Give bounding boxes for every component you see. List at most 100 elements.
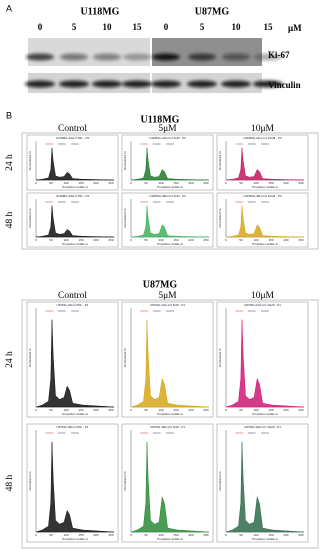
x-tick-label: 200	[283, 238, 288, 242]
x-axis-label: Propidium Iodide-A	[157, 412, 183, 416]
dose: 0	[38, 22, 43, 32]
band	[93, 53, 121, 61]
cell-line: U118MG	[81, 6, 120, 17]
x-tick-label: 200	[188, 408, 193, 412]
band	[187, 80, 217, 88]
plot-frame	[26, 134, 119, 191]
row-label: 24 h	[5, 154, 15, 171]
protein: Vinculin	[268, 80, 301, 90]
x-tick-label: 100	[63, 181, 68, 185]
histogram	[35, 319, 115, 408]
x-tick-label: 50	[49, 238, 53, 242]
x-tick-label: 0	[35, 181, 37, 185]
plot-title: U118MG-24H-CU 10uM - P2	[243, 136, 282, 140]
x-tick-label: 50	[49, 533, 53, 537]
x-tick-label: 200	[188, 238, 193, 242]
dose: 5	[72, 22, 77, 32]
band	[151, 80, 181, 88]
plot-frame	[121, 134, 214, 191]
histogram	[225, 319, 305, 408]
x-tick-label: 250	[108, 408, 113, 412]
histogram	[225, 147, 305, 181]
plot-frame	[26, 192, 119, 248]
x-tick-label: 150	[78, 533, 83, 537]
x-tick-label: 250	[108, 533, 113, 537]
histogram	[35, 205, 115, 238]
plot-title: U87MG-48H-CU 10uM - P1	[244, 425, 281, 429]
histogram	[225, 205, 305, 238]
band	[221, 80, 251, 88]
dose: 0	[164, 22, 169, 32]
x-tick-label: 50	[239, 181, 243, 185]
x-tick-label: 250	[108, 238, 113, 242]
x-tick-label: 0	[225, 533, 227, 537]
x-tick-label: 150	[78, 181, 83, 185]
x-tick-label: 200	[93, 408, 98, 412]
x-tick-label: 250	[203, 533, 208, 537]
x-tick-label: 250	[203, 408, 208, 412]
histogram	[130, 319, 210, 408]
x-axis-label: Propidium Iodide-A	[62, 412, 88, 416]
x-tick-label: 200	[283, 408, 288, 412]
dose: 10	[103, 22, 113, 32]
band	[152, 53, 180, 61]
y-axis-label: Normalized To	[123, 348, 127, 367]
dose: 15	[133, 22, 143, 32]
y-axis-label: Normalized To	[28, 208, 32, 227]
plot-frame	[216, 192, 309, 248]
histogram	[130, 205, 210, 238]
band	[222, 53, 250, 61]
y-axis-label: Normalized To	[28, 151, 32, 170]
band	[188, 53, 216, 61]
x-tick-label: 100	[158, 533, 163, 537]
band	[59, 80, 89, 88]
x-tick-label: 250	[203, 181, 208, 185]
dose: 15	[264, 22, 274, 32]
x-tick-label: 200	[188, 181, 193, 185]
x-tick-label: 100	[63, 238, 68, 242]
x-axis-label: Propidium Iodide-A	[252, 412, 278, 416]
histogram	[35, 147, 115, 181]
y-axis-label: Normalized To	[218, 348, 222, 367]
unit: μM	[288, 23, 302, 33]
x-tick-label: 100	[253, 533, 258, 537]
y-axis-label: Normalized To	[123, 151, 127, 170]
plot-frame	[26, 423, 119, 543]
x-tick-label: 150	[268, 238, 273, 242]
x-tick-label: 0	[35, 408, 37, 412]
plot-title: U87MG-24H-CU 5uM - P1	[150, 303, 186, 307]
blot-ki67	[152, 38, 262, 66]
band	[25, 80, 55, 88]
x-tick-label: 50	[49, 181, 53, 185]
x-tick-label: 150	[173, 533, 178, 537]
x-tick-label: 0	[35, 533, 37, 537]
x-tick-label: 250	[203, 238, 208, 242]
y-axis-label: Normalized To	[123, 471, 127, 490]
row-label: 48 h	[5, 211, 15, 228]
panel-label: B	[6, 110, 12, 120]
x-tick-label: 100	[253, 181, 258, 185]
blot-vinculin	[28, 73, 150, 93]
plot-frame	[121, 423, 214, 543]
y-axis-label: Normalized To	[218, 471, 222, 490]
band	[26, 53, 54, 61]
column-header: Control	[58, 291, 87, 301]
group-frame	[21, 132, 319, 250]
x-tick-label: 100	[158, 408, 163, 412]
plot-title: U87MG-48H-CTRL - P1	[57, 425, 89, 429]
dose: 5	[200, 22, 205, 32]
row-label: 24 h	[5, 351, 15, 368]
x-tick-label: 200	[93, 533, 98, 537]
x-tick-label: 50	[144, 238, 148, 242]
band	[123, 53, 151, 61]
band	[122, 80, 152, 88]
band	[254, 53, 282, 61]
x-axis-label: Propidium Iodide-A	[157, 537, 183, 541]
x-tick-label: 50	[239, 533, 243, 537]
column-header: 10μM	[251, 291, 275, 301]
band	[60, 53, 88, 61]
x-tick-label: 0	[35, 238, 37, 242]
plot-title: U118MG-24H-CU 5uM - P2	[149, 136, 186, 140]
x-tick-label: 50	[144, 533, 148, 537]
x-tick-label: 150	[173, 181, 178, 185]
